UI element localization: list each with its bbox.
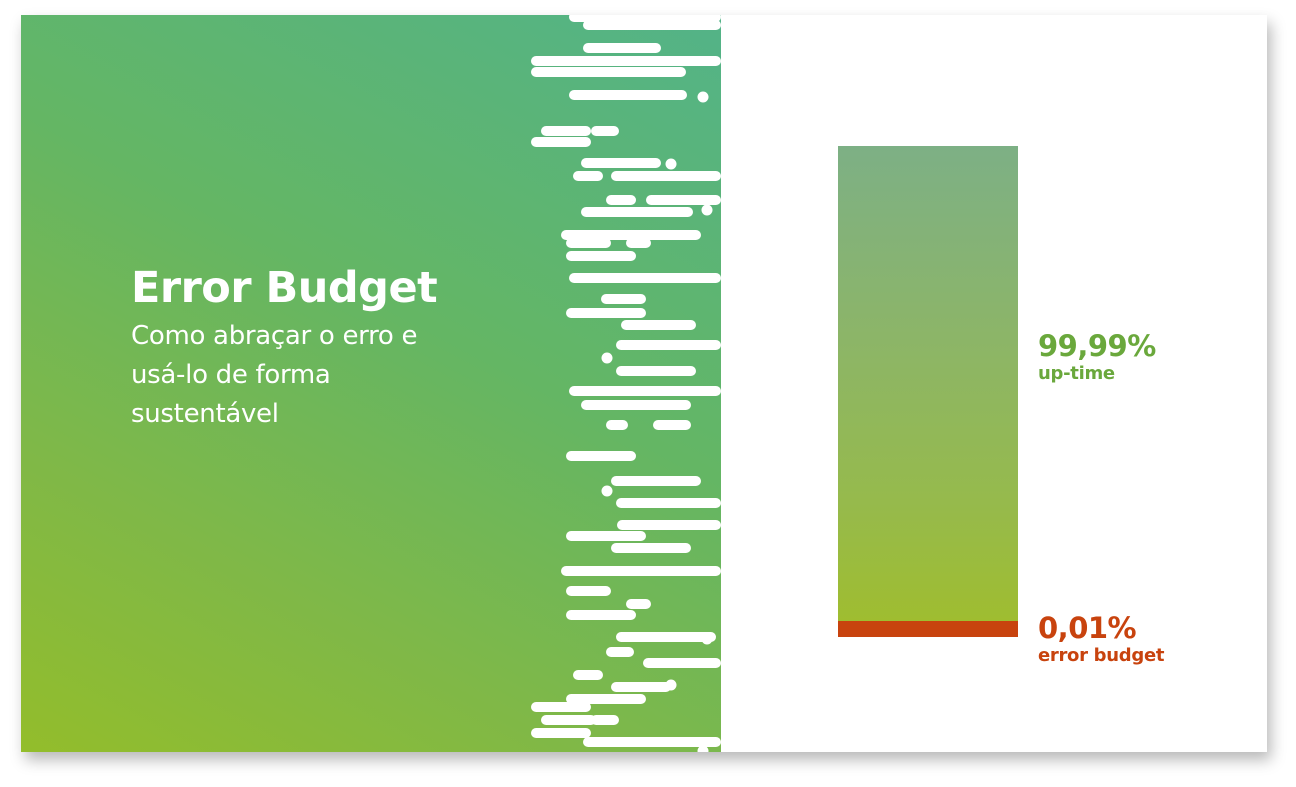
decorative-dash (569, 273, 721, 283)
decorative-dash (606, 420, 628, 430)
decorative-dash (566, 531, 646, 541)
error-budget-legend: 0,01% error budget (1038, 611, 1164, 667)
decorative-dash (611, 682, 671, 692)
decorative-dash (561, 230, 701, 240)
decorative-dash (541, 715, 596, 725)
decorative-dash (569, 386, 721, 396)
decorative-dot (697, 745, 709, 752)
decorative-dash (531, 137, 591, 147)
decorative-dash (566, 238, 611, 248)
decorative-dash (616, 366, 696, 376)
decorative-dot (701, 204, 713, 216)
uptime-label: up-time (1038, 363, 1115, 384)
decorative-dash (531, 67, 686, 77)
decorative-dash (541, 126, 591, 136)
decorative-dash (611, 171, 721, 181)
decorative-dash (606, 647, 634, 657)
decorative-dash (646, 195, 721, 205)
decorative-dash (611, 476, 701, 486)
decorative-dot (701, 633, 713, 645)
decorative-dash (581, 207, 693, 217)
uptime-bar (838, 146, 1018, 621)
decorative-dash (566, 586, 611, 596)
gradient-background (21, 15, 721, 752)
decorative-dash (611, 543, 691, 553)
decorative-dash (591, 715, 619, 725)
decorative-dash (561, 566, 721, 576)
slide-title: Error Budget (131, 263, 438, 313)
uptime-legend: 99,99% up-time (1038, 329, 1156, 385)
decorative-dash (591, 126, 619, 136)
decorative-dash (626, 599, 651, 609)
decorative-dash (583, 737, 721, 747)
error-budget-bar (838, 621, 1018, 637)
decorative-dash (566, 308, 646, 318)
decorative-dot (697, 91, 709, 103)
error-budget-label: error budget (1038, 645, 1165, 666)
decorative-dash (616, 498, 721, 508)
decorative-dash (606, 195, 636, 205)
decorative-dash (573, 171, 603, 181)
decorative-dash (566, 610, 636, 620)
decorative-dash (653, 420, 691, 430)
uptime-percentage: 99,99% (1038, 329, 1156, 363)
decorative-dashes (531, 15, 721, 752)
decorative-dash (621, 320, 696, 330)
decorative-dash (531, 702, 591, 712)
decorative-dash (626, 238, 651, 248)
decorative-dash (573, 670, 603, 680)
decorative-dash (566, 251, 636, 261)
decorative-dash (616, 632, 716, 642)
decorative-dash (581, 158, 661, 168)
decorative-dash (531, 728, 591, 738)
slide-subtitle: Como abraçar o erro e usá-lo de forma su… (131, 321, 418, 429)
decorative-dash (566, 451, 636, 461)
decorative-dash (583, 43, 661, 53)
decorative-dot (601, 352, 613, 364)
error-budget-percentage: 0,01% (1038, 611, 1137, 645)
decorative-dash (616, 340, 721, 350)
decorative-dash (581, 400, 691, 410)
decorative-dash (531, 56, 721, 66)
decorative-dash (583, 20, 721, 30)
decorative-dash (569, 90, 687, 100)
decorative-dot (601, 485, 613, 497)
decorative-dot (665, 158, 677, 170)
decorative-dot (665, 679, 677, 691)
title-block: Error Budget Como abraçar o erro e usá-l… (131, 259, 471, 434)
decorative-dash (643, 658, 721, 668)
decorative-dash (617, 520, 721, 530)
slide: Error Budget Como abraçar o erro e usá-l… (21, 15, 1267, 752)
decorative-dash (601, 294, 646, 304)
decorative-dash (566, 694, 646, 704)
